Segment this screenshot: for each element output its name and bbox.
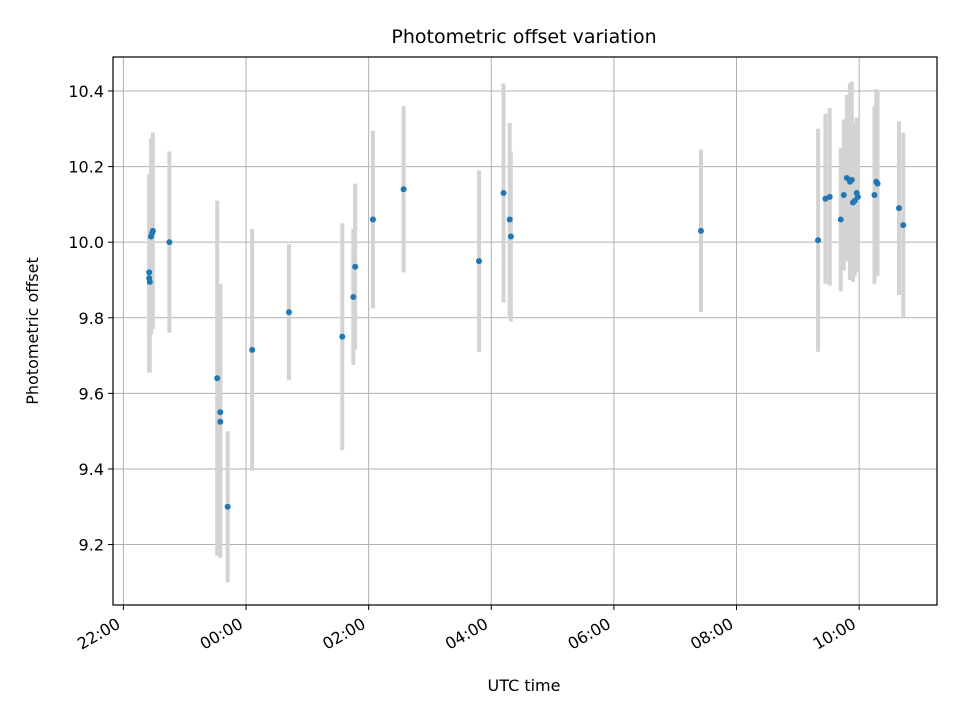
data-point [217,418,224,425]
y-tick-label: 9.8 [79,309,104,328]
data-point [224,503,231,510]
data-point [476,258,483,265]
x-tick-label: 02:00 [319,614,368,654]
data-point [895,205,902,212]
y-axis: 9.2 9.4 9.6 9.8 10.0 10.2 10.4 [68,82,113,555]
data-point [400,186,407,193]
point-layer [146,174,907,510]
data-point [815,237,822,244]
data-point [350,293,357,300]
x-tick-label: 04:00 [442,614,491,654]
y-tick-label: 9.4 [79,460,104,479]
data-point [369,216,376,223]
data-point [146,278,153,285]
data-point [217,409,224,416]
data-point [507,233,514,240]
y-tick-label: 9.2 [79,536,104,555]
data-point [352,263,359,270]
data-point [848,176,855,183]
data-point [149,227,156,234]
x-tick-label: 06:00 [564,614,613,654]
data-point [900,222,907,229]
errorbar-layer [147,81,906,583]
y-tick-label: 9.6 [79,384,104,403]
y-tick-label: 10.2 [68,158,104,177]
data-point [840,191,847,198]
data-point [285,309,292,316]
data-point [146,269,153,276]
x-tick-label: 08:00 [687,614,736,654]
y-tick-label: 10.0 [68,233,104,252]
plot-frame [112,56,938,606]
data-point [854,193,861,200]
data-point [697,227,704,234]
data-point [500,190,507,197]
data-point [871,191,878,198]
y-tick-label: 10.4 [68,82,104,101]
data-point [506,216,513,223]
grid-layer [113,57,937,605]
x-tick-label: 10:00 [810,614,859,654]
data-point [874,180,881,187]
data-point [249,346,256,353]
data-point [339,333,346,340]
y-axis-title: Photometric offset [23,257,42,405]
x-tick-label: 00:00 [197,614,246,654]
data-point [826,193,833,200]
x-axis: 22:00 00:00 02:00 04:00 06:00 08:00 10:00 [74,605,860,654]
data-point [214,375,221,382]
data-point [166,239,173,246]
chart-title: Photometric offset variation [391,26,656,48]
x-tick-label: 22:00 [74,614,123,654]
x-axis-title: UTC time [488,676,561,695]
data-point [837,216,844,223]
